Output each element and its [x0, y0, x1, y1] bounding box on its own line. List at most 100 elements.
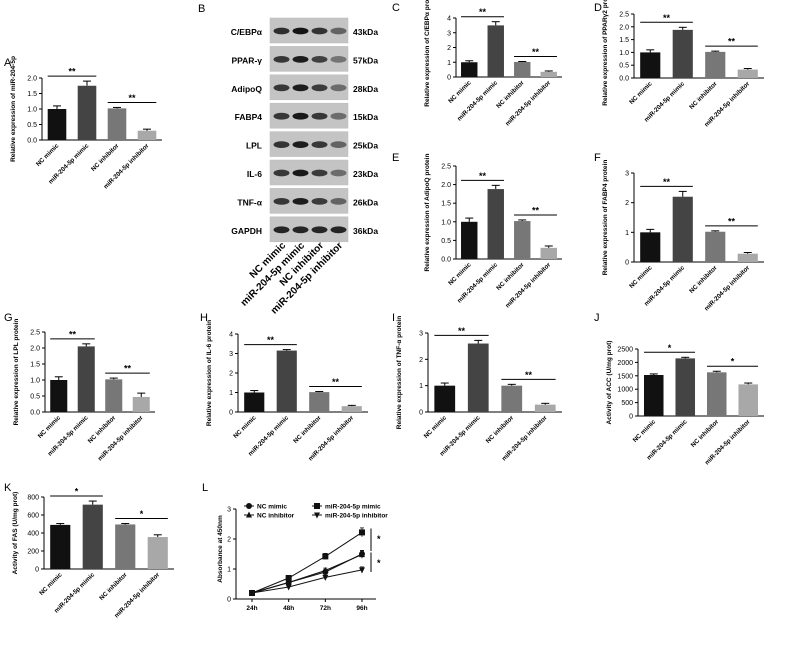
marker-inverted-triangle [285, 584, 292, 591]
panel-label-D: D [594, 2, 602, 14]
significance-mark: ** [458, 326, 466, 336]
marker-circle [246, 503, 252, 509]
x-tick-label: NC mimic [447, 261, 473, 287]
protein-label: LPL [246, 141, 262, 151]
bar-G-0 [50, 380, 68, 412]
blot-band [311, 141, 328, 149]
blot-band [292, 141, 309, 149]
series-line [251, 554, 363, 594]
y-tick-label: 1 [447, 60, 451, 67]
y-tick-label: 2000 [617, 360, 633, 367]
blot-band [311, 84, 328, 92]
y-tick-label: 0 [35, 567, 39, 574]
bar-K-3 [147, 537, 168, 569]
bar-A-0 [47, 109, 67, 140]
bar-C-3 [540, 71, 557, 77]
y-axis-label: Relative expression of TNF-α protein [396, 316, 403, 429]
size-label: 26kDa [353, 197, 378, 207]
legend-label: miR-204-5p mimic [325, 503, 381, 510]
bar-H-3 [341, 406, 362, 412]
blot-band [273, 226, 290, 234]
marker-square [314, 503, 320, 509]
significance-mark: * [668, 343, 672, 353]
marker-square [359, 529, 365, 536]
protein-label: FABP4 [235, 112, 263, 122]
y-tick-label: 0.0 [619, 76, 629, 83]
y-tick-label: 0 [447, 75, 451, 82]
significance-mark: ** [332, 377, 340, 387]
panel-label-A: A [4, 57, 12, 69]
western-blot-panel: B C/EBPα 43kDa PPAR-γ 57kDa AdipoQ 28kDa FABP4 1… [198, 3, 378, 316]
bar-H-1 [276, 350, 297, 412]
panel-label-F: F [594, 152, 601, 164]
panel-A: A 0.0 0.5 1.0 1.5 2.0 Relative expression of m… [4, 56, 162, 190]
x-tick-label: 24h [246, 605, 257, 612]
bar-A-2 [107, 108, 127, 140]
y-axis-label: Relative expression of AdipoQ protein [424, 154, 431, 272]
marker-triangle [285, 579, 292, 585]
y-tick-label: 0 [227, 597, 231, 604]
panel-E: E 0.0 0.5 1.0 1.5 2.0 2.5 Relative expression o… [392, 152, 562, 309]
bar-K-1 [82, 504, 103, 569]
protein-label: PPAR-γ [231, 55, 262, 65]
bar-E-2 [514, 221, 531, 259]
blot-band [292, 226, 309, 234]
protein-label: AdipoQ [231, 84, 262, 94]
x-tick-label: NC mimic [35, 142, 61, 168]
bar-G-3 [132, 396, 150, 412]
significance-mark: * [75, 487, 79, 497]
y-tick-label: 1.0 [441, 219, 451, 226]
size-label: 57kDa [353, 55, 378, 65]
protein-label: GAPDH [231, 226, 262, 236]
x-tick-label: miR-204-5p inhibitor [504, 261, 552, 309]
legend-label: NC inhibitor [257, 512, 295, 519]
blot-band [292, 27, 309, 35]
significance-mark: ** [479, 171, 487, 181]
y-axis-label: Activity of ACC (U/mg prot) [606, 341, 613, 425]
significance-mark: * [377, 534, 381, 544]
significance-mark: * [731, 357, 735, 367]
blot-band [330, 112, 347, 120]
y-tick-label: 0.5 [619, 63, 629, 70]
blot-band [273, 84, 290, 92]
y-tick-label: 200 [27, 549, 39, 556]
significance-mark: * [140, 509, 144, 519]
panel-label-I: I [392, 312, 395, 324]
bar-F-1 [672, 196, 693, 262]
significance-mark: ** [128, 93, 136, 103]
y-tick-label: 0 [419, 410, 423, 417]
significance-mark: * [377, 558, 381, 568]
blot-band [330, 226, 347, 234]
y-tick-label: 2 [419, 357, 423, 364]
x-tick-label: NC mimic [37, 414, 63, 440]
y-tick-label: 1 [419, 383, 423, 390]
blot-band [311, 198, 328, 205]
bar-E-1 [487, 189, 504, 259]
y-tick-label: 2.5 [30, 330, 40, 337]
y-tick-label: 1.5 [27, 91, 37, 98]
y-tick-label: 0 [229, 410, 233, 417]
y-tick-label: 0.5 [30, 394, 40, 401]
bar-G-1 [77, 346, 95, 412]
x-tick-label: miR-204-5p inhibitor [504, 79, 552, 127]
y-tick-label: 2.5 [619, 12, 629, 19]
y-tick-label: 600 [27, 513, 39, 520]
bar-D-1 [672, 29, 693, 78]
y-axis-label: Relative expression of PPARγ2 protein [602, 0, 609, 106]
blot-band [311, 169, 328, 177]
blot-band [311, 27, 328, 35]
y-tick-label: 2500 [617, 347, 633, 354]
blot-band [292, 112, 309, 120]
x-tick-label: NC inhibitor [690, 418, 721, 449]
y-tick-label: 1 [229, 390, 233, 397]
y-tick-label: 1 [227, 567, 231, 574]
y-axis-label: Absorbance at 450nm [217, 515, 224, 583]
marker-inverted-triangle [249, 590, 255, 597]
bar-F-3 [737, 253, 758, 262]
y-tick-label: 0.0 [30, 410, 40, 417]
bar-C-0 [461, 62, 478, 77]
bar-A-1 [77, 85, 97, 140]
blot-band [273, 169, 290, 177]
protein-label: IL-6 [247, 169, 262, 179]
bar-C-2 [514, 61, 531, 77]
